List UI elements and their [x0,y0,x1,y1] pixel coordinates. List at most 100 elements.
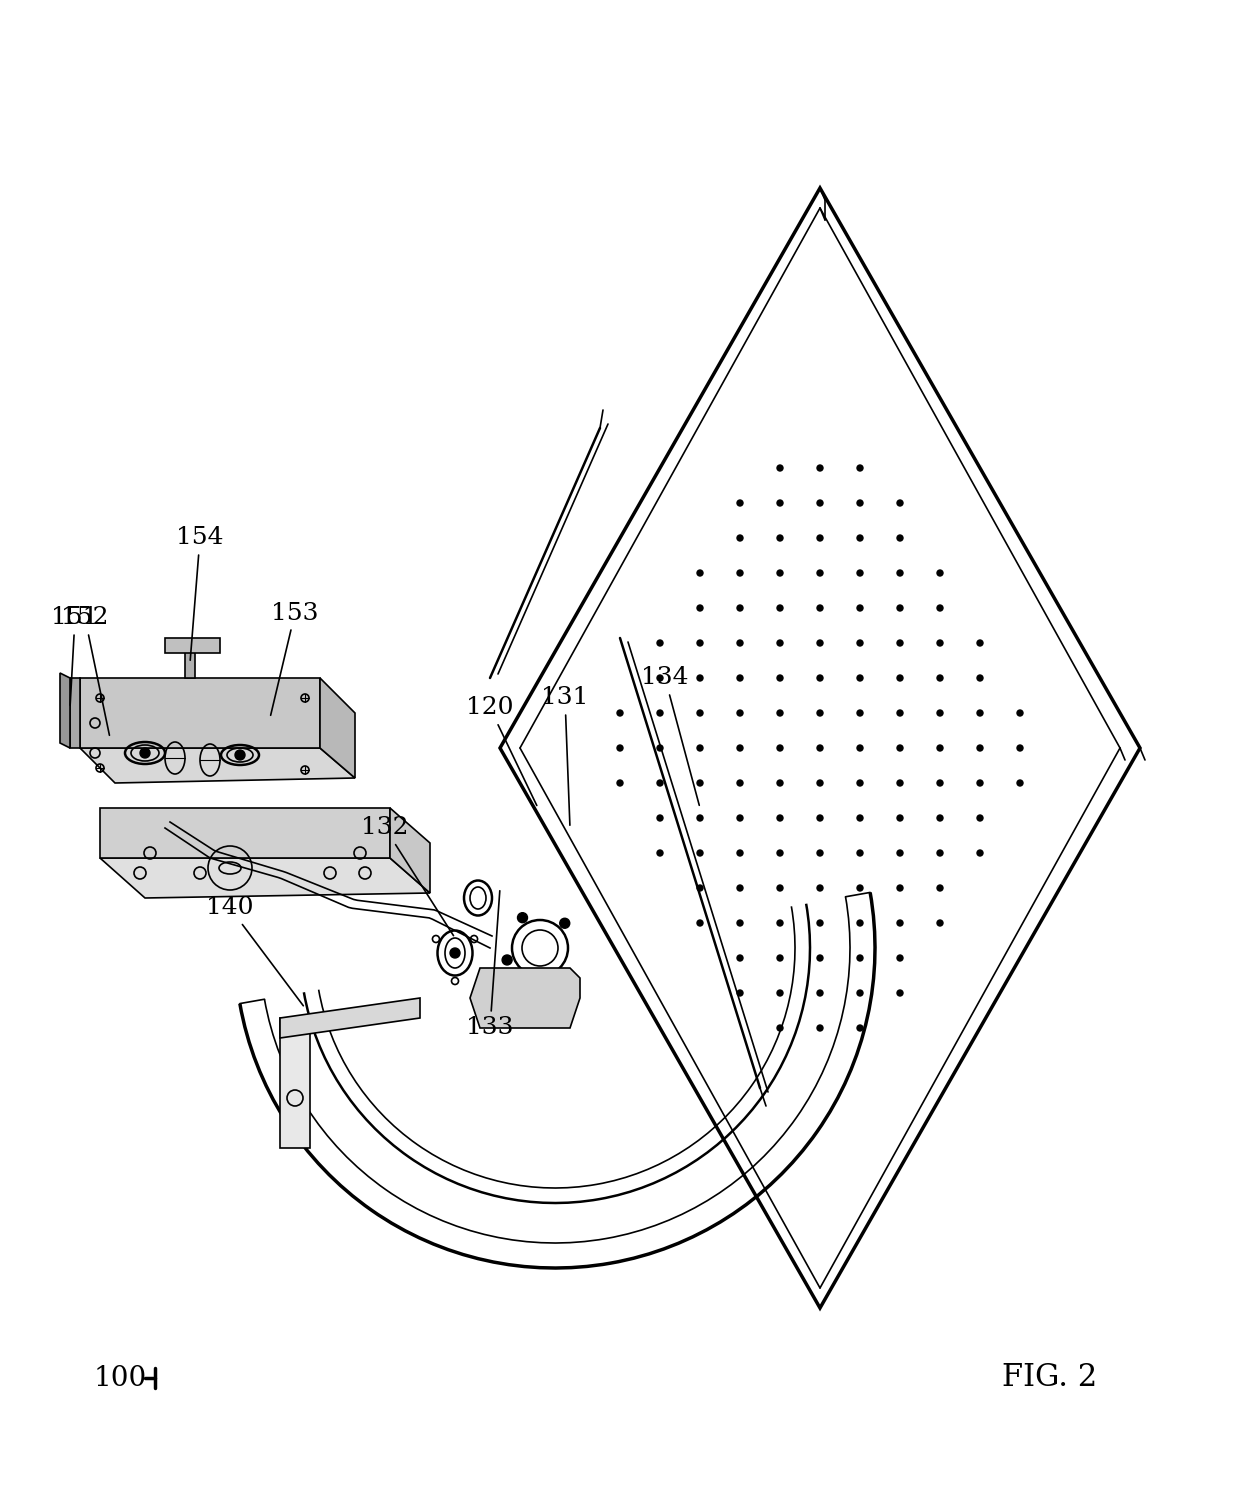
Circle shape [777,605,782,611]
Text: 134: 134 [641,667,699,805]
Circle shape [857,745,863,751]
Circle shape [737,501,743,507]
Circle shape [559,918,569,929]
Circle shape [817,814,823,820]
Circle shape [857,464,863,470]
Circle shape [1017,780,1023,786]
Text: 154: 154 [176,526,223,661]
Circle shape [697,745,703,751]
Circle shape [777,639,782,645]
Circle shape [897,885,903,891]
Circle shape [817,501,823,507]
Circle shape [1017,710,1023,716]
Circle shape [657,780,663,786]
Circle shape [737,920,743,926]
Circle shape [777,885,782,891]
Polygon shape [470,968,580,1028]
Circle shape [937,639,942,645]
Circle shape [817,1025,823,1031]
Polygon shape [185,648,195,679]
Circle shape [737,570,743,576]
Circle shape [618,710,622,716]
Circle shape [897,535,903,541]
Circle shape [697,780,703,786]
Circle shape [937,851,942,857]
Circle shape [897,780,903,786]
Circle shape [777,989,782,995]
Circle shape [817,920,823,926]
Circle shape [817,955,823,961]
Text: 131: 131 [542,686,589,825]
Polygon shape [69,679,81,748]
Circle shape [737,814,743,820]
Polygon shape [100,808,391,858]
Circle shape [618,745,622,751]
Circle shape [1017,745,1023,751]
Circle shape [777,814,782,820]
Polygon shape [100,858,430,897]
Circle shape [657,851,663,857]
Circle shape [777,780,782,786]
Circle shape [977,745,983,751]
Circle shape [777,676,782,682]
Circle shape [502,955,512,965]
Circle shape [897,745,903,751]
Circle shape [777,501,782,507]
Text: 140: 140 [206,896,304,1006]
Circle shape [777,920,782,926]
Circle shape [817,780,823,786]
Circle shape [777,745,782,751]
Text: 120: 120 [466,697,537,805]
Circle shape [777,535,782,541]
Polygon shape [60,673,69,748]
Circle shape [897,920,903,926]
Polygon shape [280,1018,310,1148]
Text: 132: 132 [361,816,454,935]
Circle shape [541,977,551,988]
Circle shape [737,780,743,786]
Circle shape [737,639,743,645]
Circle shape [657,639,663,645]
Circle shape [817,605,823,611]
Circle shape [697,920,703,926]
Circle shape [897,570,903,576]
Circle shape [937,570,942,576]
Circle shape [857,920,863,926]
Circle shape [937,676,942,682]
Circle shape [937,920,942,926]
Circle shape [777,710,782,716]
Circle shape [857,605,863,611]
Circle shape [618,780,622,786]
Circle shape [697,639,703,645]
Circle shape [517,912,527,923]
Circle shape [817,989,823,995]
Circle shape [937,780,942,786]
Circle shape [657,745,663,751]
Circle shape [697,851,703,857]
Circle shape [737,955,743,961]
Circle shape [697,885,703,891]
Circle shape [236,749,246,760]
Circle shape [937,814,942,820]
Circle shape [817,851,823,857]
Circle shape [737,745,743,751]
Circle shape [697,676,703,682]
Circle shape [857,570,863,576]
Polygon shape [81,748,355,783]
Circle shape [777,955,782,961]
Circle shape [777,851,782,857]
Circle shape [977,710,983,716]
Circle shape [777,570,782,576]
Polygon shape [391,808,430,893]
Circle shape [857,639,863,645]
Circle shape [857,535,863,541]
Circle shape [977,639,983,645]
Text: 153: 153 [270,602,319,715]
Circle shape [897,989,903,995]
Circle shape [857,1025,863,1031]
Circle shape [937,710,942,716]
Polygon shape [320,679,355,778]
Circle shape [817,885,823,891]
Circle shape [817,639,823,645]
Circle shape [857,780,863,786]
